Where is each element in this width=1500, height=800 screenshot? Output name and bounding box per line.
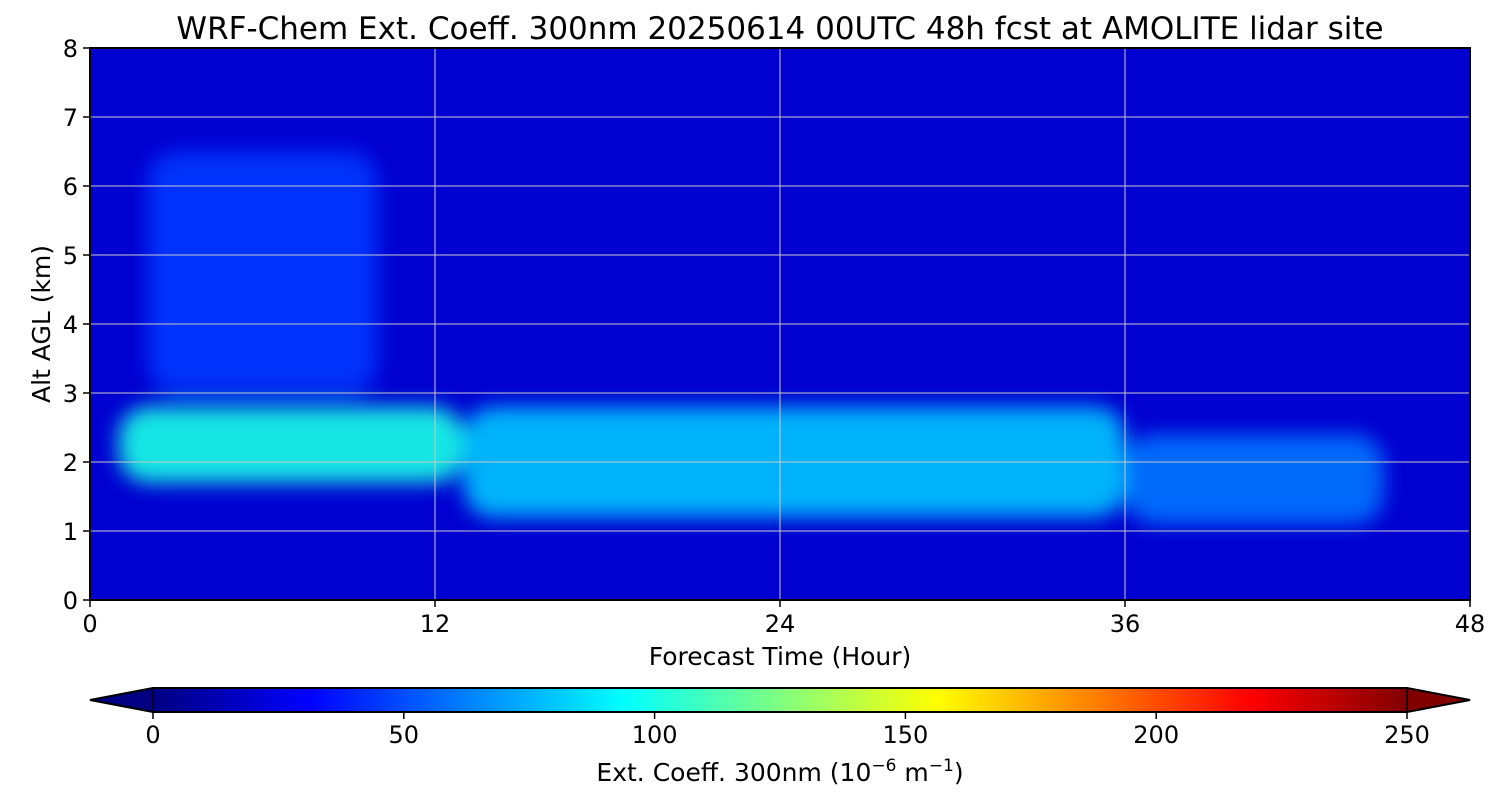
x-tick-label: 0	[82, 610, 97, 638]
y-tick-label: 3	[63, 380, 78, 408]
colorbar-tick-label: 200	[1133, 721, 1179, 749]
chart-title: WRF-Chem Ext. Coeff. 300nm 20250614 00UT…	[176, 11, 1383, 47]
x-axis-label: Forecast Time (Hour)	[649, 642, 912, 671]
x-axis-ticks: 0 12 24 36 48	[82, 600, 1485, 638]
colorbar: 0 50 100 150 200 250 Ext. Coeff. 300nm (10−6 …	[89, 687, 1471, 787]
colorbar-tick-label: 100	[632, 721, 678, 749]
y-tick-label: 4	[63, 311, 78, 339]
colorbar-extend-high	[1406, 687, 1471, 713]
y-tick-label: 5	[63, 242, 78, 270]
x-tick-label: 36	[1110, 610, 1141, 638]
colorbar-tick-label: 150	[882, 721, 928, 749]
colorbar-tick-label: 0	[145, 721, 160, 749]
y-axis-ticks: 0 1 2 3 4 5 6 7 8	[63, 35, 90, 615]
x-tick-label: 12	[420, 610, 451, 638]
colorbar-label: Ext. Coeff. 300nm (10−6 m−1)	[596, 756, 963, 787]
y-tick-label: 7	[63, 104, 78, 132]
heat-region-3	[147, 151, 378, 393]
x-tick-label: 48	[1455, 610, 1486, 638]
y-tick-label: 1	[63, 518, 78, 546]
heat-region-0	[118, 406, 464, 483]
y-tick-label: 0	[63, 587, 78, 615]
grid-lines	[90, 48, 1470, 600]
heat-region-2	[1125, 434, 1384, 525]
y-axis-label: Alt AGL (km)	[27, 245, 56, 403]
colorbar-tick-label: 50	[389, 721, 420, 749]
y-tick-label: 8	[63, 35, 78, 63]
colorbar-tick-label: 250	[1384, 721, 1430, 749]
colorbar-ticks: 0 50 100 150 200 250	[145, 712, 1430, 749]
y-tick-label: 6	[63, 173, 78, 201]
x-tick-label: 24	[765, 610, 796, 638]
y-tick-label: 2	[63, 449, 78, 477]
colorbar-extend-low	[89, 687, 154, 713]
colorbar-gradient	[153, 688, 1407, 712]
